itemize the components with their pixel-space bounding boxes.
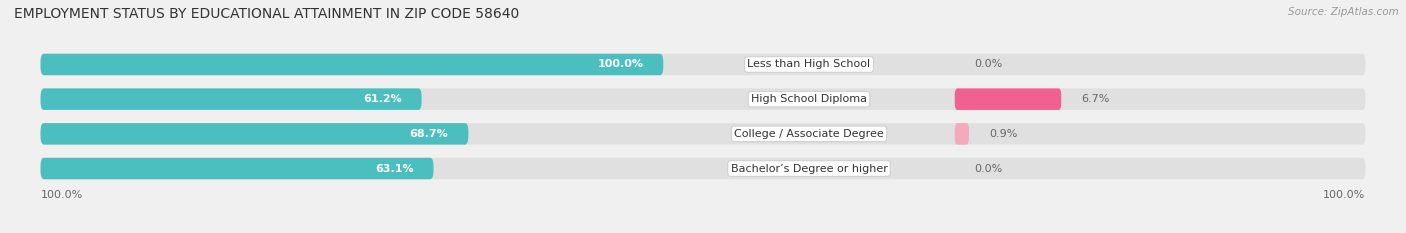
Text: High School Diploma: High School Diploma (751, 94, 868, 104)
Text: 61.2%: 61.2% (363, 94, 402, 104)
Text: 100.0%: 100.0% (1323, 190, 1365, 200)
Text: Less than High School: Less than High School (748, 59, 870, 69)
Text: EMPLOYMENT STATUS BY EDUCATIONAL ATTAINMENT IN ZIP CODE 58640: EMPLOYMENT STATUS BY EDUCATIONAL ATTAINM… (14, 7, 519, 21)
Text: College / Associate Degree: College / Associate Degree (734, 129, 884, 139)
Text: 100.0%: 100.0% (598, 59, 644, 69)
Text: 100.0%: 100.0% (41, 190, 83, 200)
Text: Bachelor’s Degree or higher: Bachelor’s Degree or higher (731, 164, 887, 174)
FancyBboxPatch shape (955, 123, 969, 145)
FancyBboxPatch shape (41, 88, 1365, 110)
Text: 68.7%: 68.7% (409, 129, 449, 139)
FancyBboxPatch shape (955, 88, 1062, 110)
Text: 0.9%: 0.9% (988, 129, 1018, 139)
Text: Source: ZipAtlas.com: Source: ZipAtlas.com (1288, 7, 1399, 17)
Text: 0.0%: 0.0% (974, 59, 1002, 69)
FancyBboxPatch shape (41, 54, 664, 75)
Text: 63.1%: 63.1% (375, 164, 413, 174)
Text: 6.7%: 6.7% (1081, 94, 1109, 104)
FancyBboxPatch shape (41, 158, 1365, 179)
FancyBboxPatch shape (41, 54, 1365, 75)
FancyBboxPatch shape (41, 158, 433, 179)
FancyBboxPatch shape (41, 88, 422, 110)
Text: 0.0%: 0.0% (974, 164, 1002, 174)
FancyBboxPatch shape (41, 123, 468, 145)
FancyBboxPatch shape (41, 123, 1365, 145)
